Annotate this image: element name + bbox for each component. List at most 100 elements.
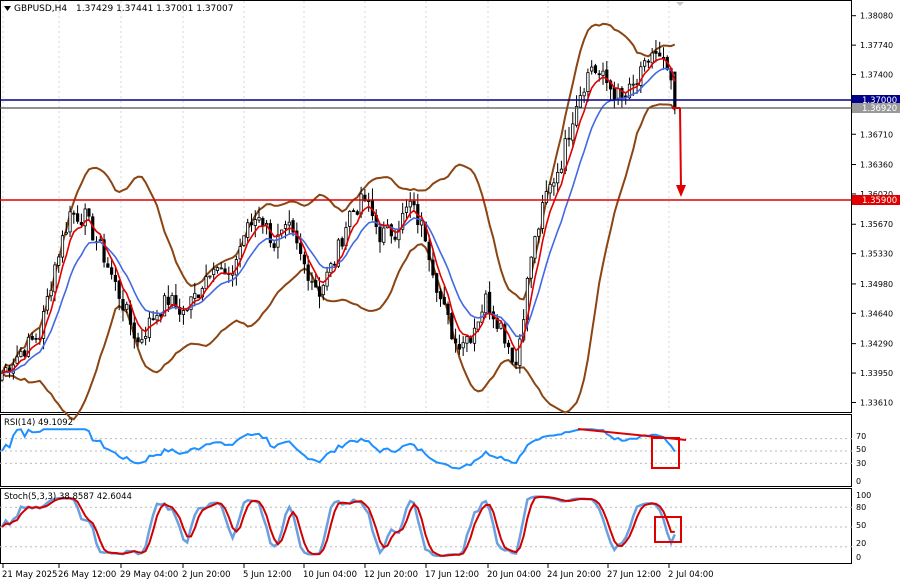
candle: [548, 182, 552, 200]
stoch-level-80: 80: [856, 503, 866, 512]
stoch-highlight-box: [654, 516, 682, 543]
candle: [110, 258, 114, 280]
candle: [605, 61, 609, 92]
candle: [578, 86, 582, 108]
candle: [83, 203, 87, 236]
candle: [590, 60, 594, 75]
candle: [102, 233, 106, 268]
time-tick-label: 12 Jun 20:00: [364, 570, 418, 580]
candle: [537, 227, 541, 244]
candle: [533, 235, 537, 264]
candle: [646, 59, 650, 69]
price-tick-label: 1.34980: [860, 280, 893, 289]
candle: [144, 326, 148, 346]
rsi-level-0: 0: [856, 477, 861, 486]
candle: [457, 334, 461, 355]
candle: [76, 205, 80, 224]
candle: [321, 283, 325, 301]
candle: [257, 206, 261, 223]
candle: [302, 251, 307, 274]
candle: [412, 192, 416, 210]
candle: [45, 288, 49, 315]
candle: [510, 347, 514, 365]
time-tick-label: 5 Jun 12:00: [243, 570, 292, 580]
price-tag-level-low: 1.35900: [852, 195, 900, 206]
rsi-level-70: 70: [856, 432, 866, 441]
candle: [34, 333, 38, 344]
candle: [276, 223, 280, 259]
candle: [193, 282, 197, 307]
candle: [453, 328, 458, 353]
candle: [72, 210, 76, 224]
price-tick-label: 1.33610: [860, 398, 893, 407]
candle: [556, 163, 560, 193]
candle: [246, 218, 250, 244]
candle: [631, 74, 635, 96]
candle: [60, 230, 65, 263]
candle: [401, 202, 405, 234]
candle: [340, 236, 344, 250]
candle: [567, 126, 571, 147]
candle: [196, 294, 201, 299]
moving-averages: [1, 57, 676, 374]
candle: [64, 221, 68, 236]
candle: [442, 286, 446, 306]
time-axis: 21 May 2025 26 May 12:00 29 May 04:00 2 Jun…: [2, 564, 714, 580]
candle: [113, 266, 117, 291]
time-tick-label: 21 May 2025: [2, 570, 57, 580]
candle: [654, 39, 658, 63]
candle: [518, 334, 522, 374]
price-tag-level-mid: 1.36920: [852, 103, 900, 114]
candle: [601, 62, 605, 85]
candle: [219, 262, 223, 270]
shift-marker-icon: [676, 2, 684, 6]
time-tick-label: 2 Jul 04:00: [668, 570, 714, 580]
candle: [499, 321, 503, 330]
candle: [306, 255, 310, 291]
symbol-title: GBPUSD,H4: [14, 4, 67, 14]
rsi-axis: 70 50 30 0: [856, 432, 866, 486]
time-tick-label: 2 Jun 20:00: [182, 570, 231, 580]
candle: [461, 336, 465, 356]
candle: [351, 208, 356, 213]
stoch-level-0: 0: [856, 553, 861, 562]
main-panel-frame: [0, 0, 852, 413]
candle: [465, 335, 469, 353]
candle: [355, 209, 359, 216]
svg-text:1.35900: 1.35900: [862, 196, 897, 206]
stoch-axis: 100 80 50 20 0: [856, 491, 871, 562]
price-tick-label: 1.36710: [860, 130, 893, 139]
candle: [98, 235, 102, 242]
down-arrow-annotation: [672, 107, 686, 197]
candle: [253, 210, 257, 238]
candle: [132, 314, 136, 349]
candle: [404, 199, 409, 220]
candle: [49, 281, 53, 302]
candle: [136, 332, 140, 347]
candle: [317, 277, 322, 309]
candle: [41, 305, 46, 350]
bollinger-upper: [1, 22, 676, 374]
bollinger-bands: [1, 22, 676, 421]
candle: [658, 41, 662, 57]
candle: [26, 333, 31, 358]
candle: [540, 194, 545, 234]
price-tag-level-high: 1.37000: [852, 95, 900, 106]
stoch-level-100: 100: [856, 491, 871, 500]
candle: [435, 272, 439, 302]
candle: [215, 266, 220, 274]
price-tick-label: 1.34640: [860, 309, 893, 318]
candle: [15, 345, 19, 365]
stoch-title: Stoch(5,3,3) 38.8587 42.6044: [4, 492, 132, 502]
price-tick-label: 1.33950: [860, 369, 893, 378]
candle: [310, 272, 314, 291]
chevron-down-icon[interactable]: [4, 6, 11, 11]
price-tick-label: 1.35670: [860, 220, 893, 229]
candle: [19, 347, 23, 358]
rsi-highlight-box: [651, 437, 680, 469]
time-tick-label: 26 May 12:00: [58, 570, 116, 580]
candle: [0, 370, 4, 382]
price-tick-label: 1.35330: [860, 250, 893, 259]
